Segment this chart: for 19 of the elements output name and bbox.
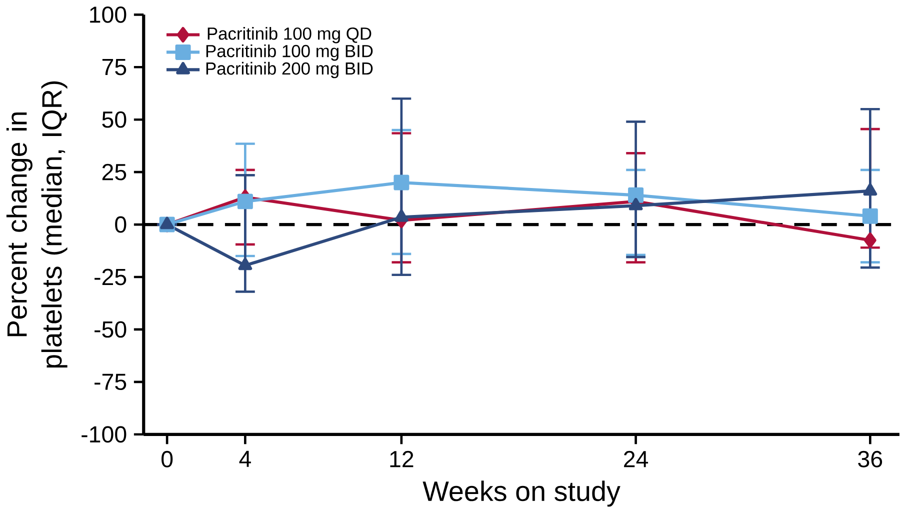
y-tick-label: 0	[115, 216, 126, 233]
y-tick-label: 100	[90, 6, 126, 23]
y-tick-label: 75	[102, 58, 126, 76]
x-tick-label: 36	[858, 450, 882, 468]
y-tick-label: -25	[94, 268, 126, 286]
y-tick-label: 25	[102, 164, 126, 180]
legend-label: Pacritinib 200 mg BID	[206, 62, 373, 78]
legend-label: Pacritinib 100 mg BID	[206, 44, 373, 61]
y-tick-label: -100	[82, 426, 126, 443]
y-axis-title: Percent change in platelets (median, IQR)	[6, 81, 68, 368]
y-tick-label: -75	[94, 374, 126, 390]
x-tick-label: 4	[239, 450, 251, 467]
legend-label: Pacritinib 100 mg QD	[208, 26, 372, 44]
x-tick-label: 0	[162, 450, 173, 468]
y-tick-label: 50	[102, 111, 126, 128]
y-tick-label: -50	[94, 321, 126, 338]
x-tick-label: 12	[390, 450, 414, 468]
x-axis-title: Weeks on study	[422, 480, 620, 507]
x-tick-label: 24	[624, 450, 648, 468]
